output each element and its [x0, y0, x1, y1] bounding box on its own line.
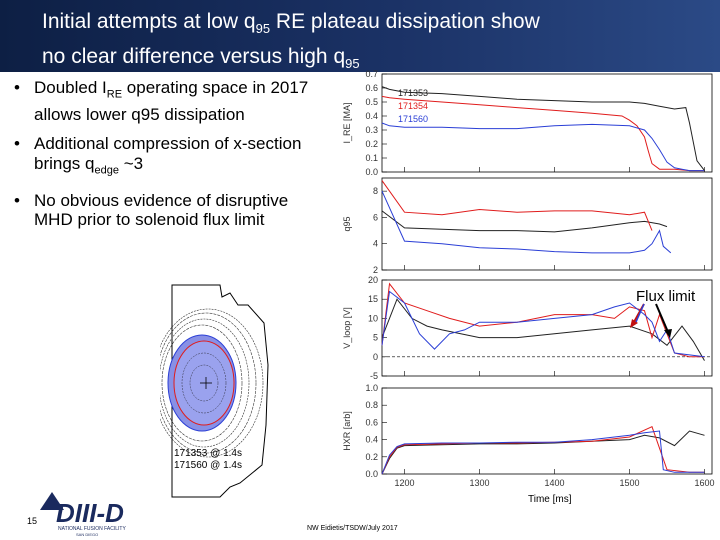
- x-tick-label: 1500: [619, 478, 639, 488]
- y-tick-label: 0.2: [365, 452, 378, 462]
- series-line-171560: [381, 122, 705, 172]
- y-tick-label: 20: [368, 275, 378, 285]
- y-tick-label: 0.6: [365, 417, 378, 427]
- y-tick-label: 0.0: [365, 469, 378, 479]
- series-line-171560: [381, 430, 705, 475]
- y-tick-label: 10: [368, 313, 378, 323]
- series-line-171353: [381, 210, 668, 233]
- y-tick-label: 15: [368, 294, 378, 304]
- panel-frame: [381, 387, 713, 475]
- y-tick-label: 8: [373, 186, 378, 196]
- flux-surface: [160, 308, 264, 458]
- y-tick-label: 0.4: [365, 111, 378, 121]
- y-tick-label: 0.5: [365, 97, 378, 107]
- bullet-item: • Doubled IRE operating space in 2017 all…: [14, 78, 309, 124]
- y-axis-label: q95: [342, 216, 352, 231]
- bullet-item: • No obvious evidence of disruptive MHD p…: [14, 190, 289, 230]
- legend-entry: 171353: [398, 88, 428, 98]
- x-tick-label: 1400: [544, 478, 564, 488]
- logo-subtitle: NATIONAL FUSION FACILITY: [58, 526, 126, 532]
- logo-mark: [40, 492, 64, 510]
- y-tick-label: 0.3: [365, 125, 378, 135]
- bullet-item: • Additional compression of x-section bri…: [14, 134, 302, 177]
- flux-surface: [160, 318, 250, 448]
- flux-surface: [161, 324, 243, 442]
- y-tick-label: 0.0: [365, 167, 378, 177]
- panel-frame: [381, 177, 713, 271]
- panel-frame: [381, 279, 713, 377]
- y-tick-label: -5: [370, 371, 378, 381]
- y-tick-label: 6: [373, 212, 378, 222]
- y-tick-label: 0.2: [365, 139, 378, 149]
- page-number: 15: [27, 516, 38, 526]
- panel-frame: [381, 73, 713, 173]
- x-tick-label: 1600: [694, 478, 714, 488]
- y-tick-label: 0.4: [365, 435, 378, 445]
- series-line-171353: [381, 298, 705, 361]
- flux-surface: [181, 352, 227, 414]
- series-line-171560: [381, 290, 705, 358]
- series-line-171354: [381, 95, 705, 172]
- legend-entry: 171560: [398, 114, 428, 124]
- diiid-logo: DIII-D NATIONAL FUSION FACILITY SAN DIEG…: [40, 492, 126, 537]
- flux-surface: [189, 364, 219, 402]
- flux-surface: [160, 312, 257, 454]
- x-tick-label: 1300: [469, 478, 489, 488]
- title-bar: [0, 0, 720, 72]
- series-line-171353: [381, 86, 705, 171]
- series-line-171560: [381, 190, 672, 254]
- x-axis-label: Time [ms]: [528, 494, 572, 505]
- arrow-black-head: [664, 329, 672, 338]
- arrow-blue: [635, 303, 645, 323]
- arrow-red-head: [630, 319, 638, 328]
- flux-limit-annotation: Flux limit: [636, 288, 696, 305]
- x-tick-label: 1200: [394, 478, 414, 488]
- equilibrium-label-1: 171353 @ 1.4s: [174, 448, 242, 459]
- y-axis-label: HXR [arb]: [342, 411, 352, 451]
- series-line-171354: [381, 426, 705, 475]
- equilibrium-label-2: 171560 @ 1.4s: [174, 460, 242, 471]
- time-trace-chart: 0.7 0.6 0.5 0.4 0.3 0.2 0.1 0.0 I_RE [MA] 171353 1…: [342, 70, 715, 488]
- y-tick-label: 0.6: [365, 83, 378, 93]
- vessel-outline: [171, 284, 269, 498]
- series-line-171353: [381, 430, 705, 475]
- y-tick-label: 0.1: [365, 153, 378, 163]
- y-tick-label: 0.8: [365, 400, 378, 410]
- y-axis-label: I_RE [MA]: [342, 102, 352, 143]
- logo-text: DIII-D: [56, 498, 124, 528]
- logo-subtitle2: SAN DIEGO: [76, 532, 98, 537]
- y-axis-label: V_loop [V]: [342, 307, 352, 349]
- equilibrium-figure: [160, 284, 269, 498]
- y-tick-label: 4: [373, 239, 378, 249]
- arrow-black: [655, 303, 669, 333]
- legend-entry: 171354: [398, 101, 428, 111]
- y-tick-label: 1.0: [365, 383, 378, 393]
- y-tick-label: 0: [373, 352, 378, 362]
- y-tick-label: 2: [373, 265, 378, 275]
- author-footer: NW Eidietis/TSDW/July 2017: [307, 525, 398, 532]
- series-line-171354: [381, 180, 653, 231]
- y-tick-label: 5: [373, 333, 378, 343]
- bullet-list: • Doubled IRE operating space in 2017 all…: [14, 78, 314, 247]
- y-tick-label: 0.7: [365, 70, 378, 79]
- slide-title: Initial attempts at low q95 RE plateau d…: [42, 10, 540, 72]
- flux-limit-arrows: [630, 303, 672, 338]
